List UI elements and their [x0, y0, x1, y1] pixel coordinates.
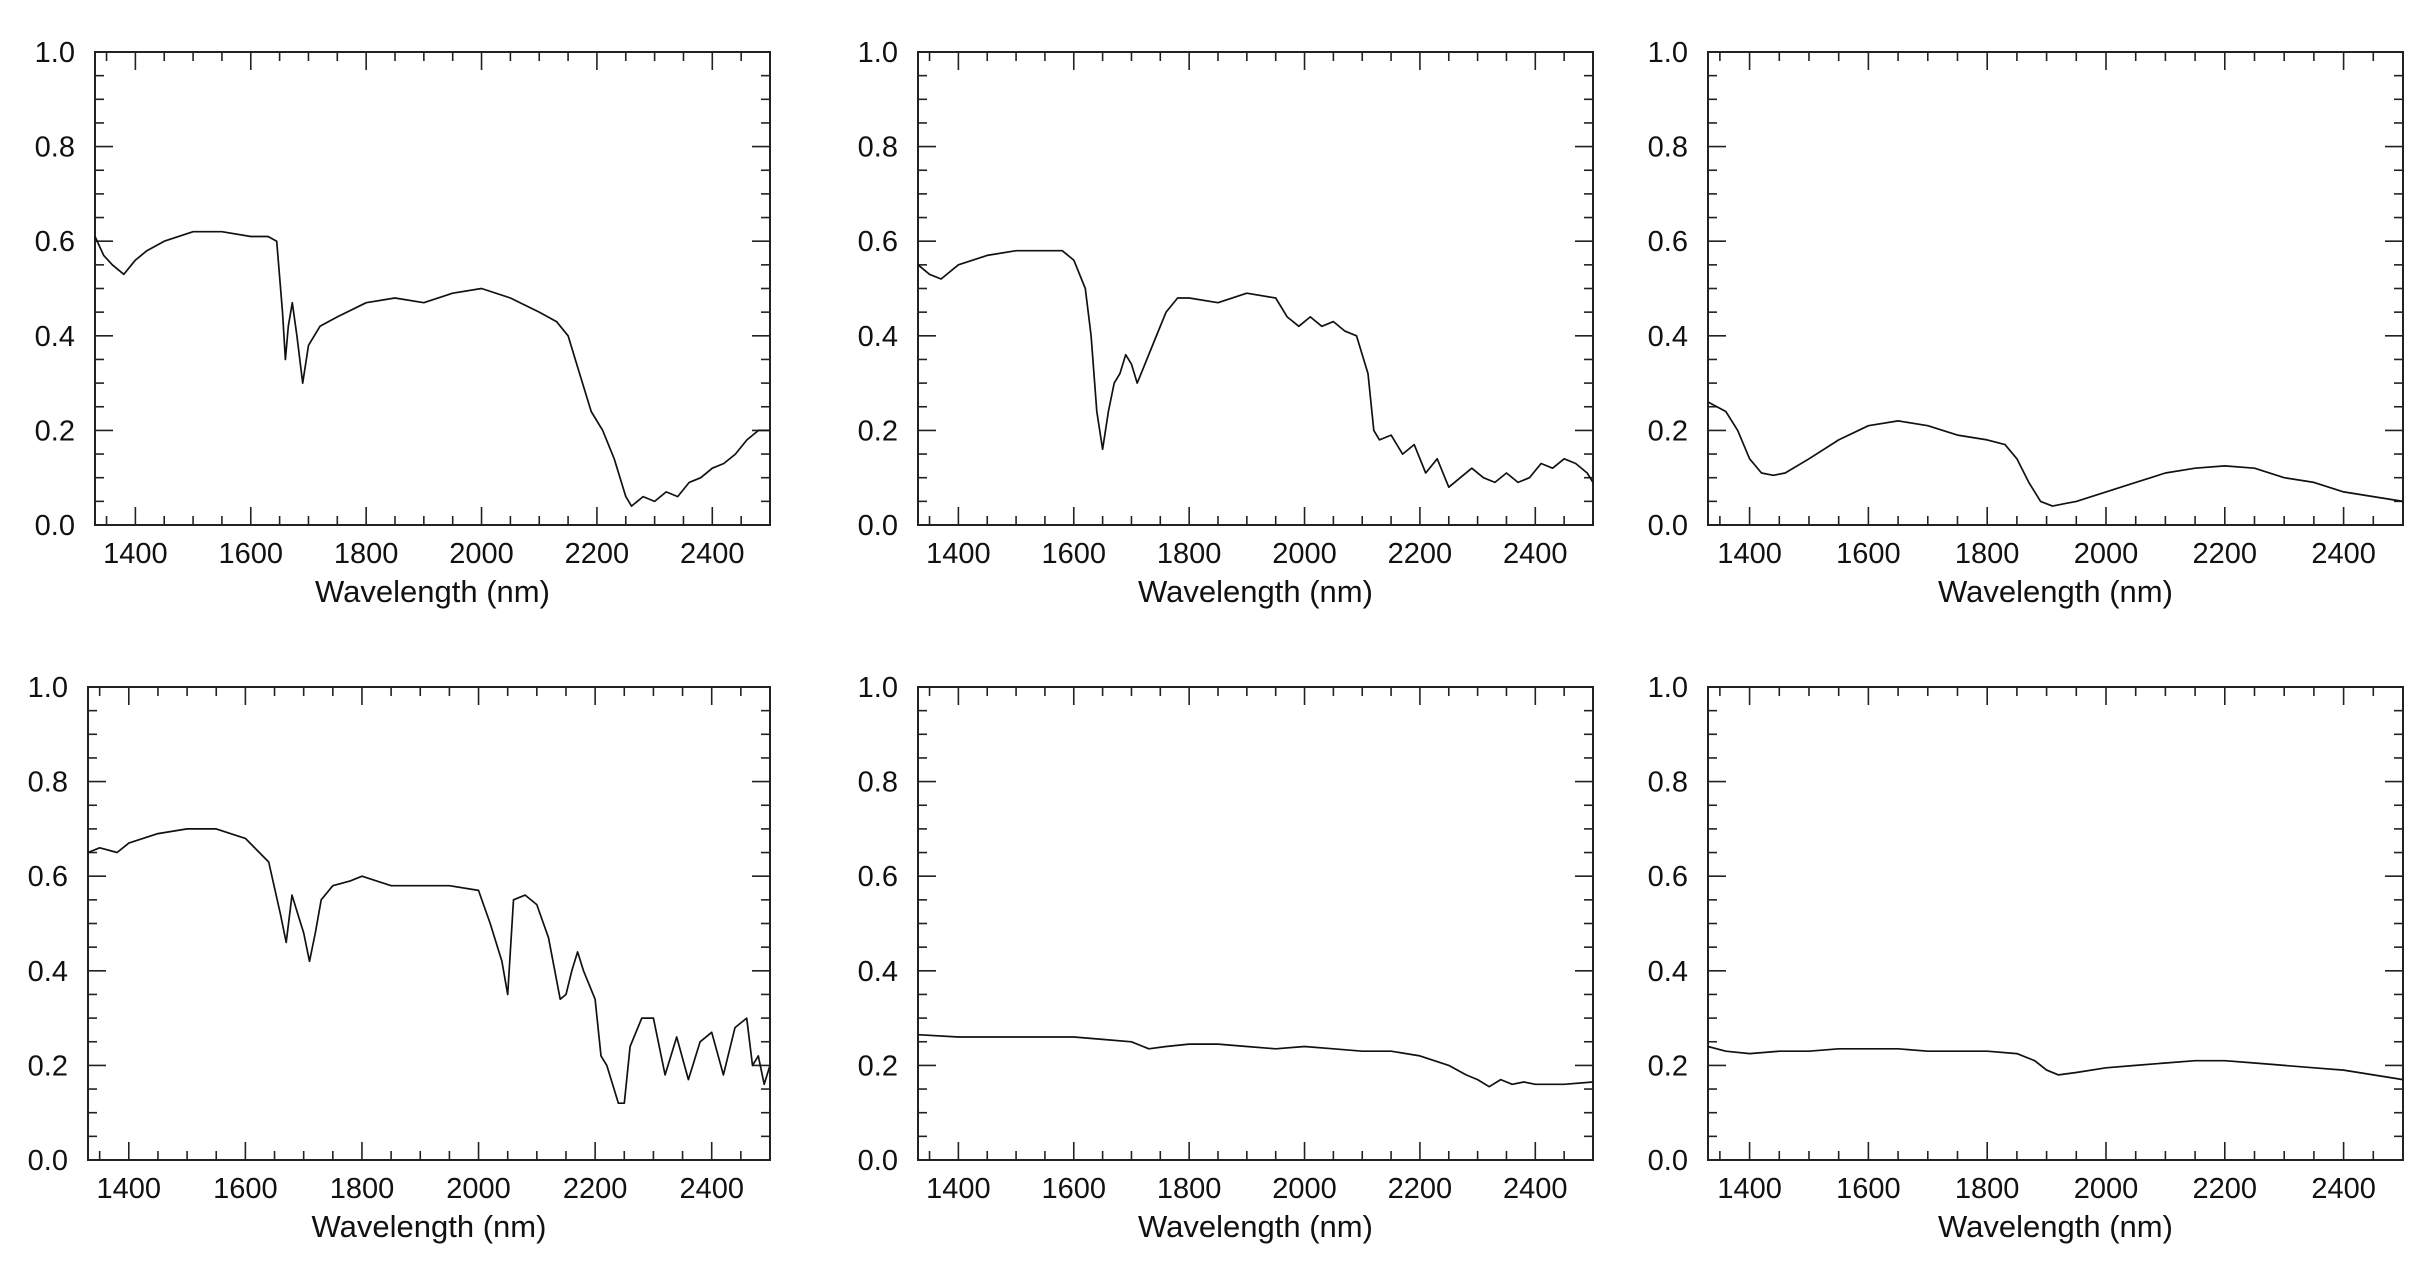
x-axis-label: Wavelength (nm): [1138, 1209, 1373, 1244]
x-tick-label: 2400: [680, 538, 745, 570]
y-tick-label: 0.0: [1648, 510, 1688, 542]
x-tick-label: 2400: [1503, 538, 1568, 570]
x-tick-label: 1800: [1157, 1173, 1222, 1205]
y-tick-label: 0.4: [28, 956, 68, 988]
y-tick-label: 1.0: [28, 672, 68, 704]
x-tick-label: 1600: [1836, 1173, 1901, 1205]
x-tick-label: 1800: [334, 538, 399, 570]
chart-panels: 1400 1600 1800 2000 2200 2400 0.0 0.2 0.4 0.6 0.8 1…: [28, 37, 2404, 1244]
x-tick-label: 2400: [2311, 1173, 2376, 1205]
y-tick-label: 0.4: [1648, 956, 1688, 988]
y-tick-label: 0.6: [858, 861, 898, 893]
spectrum-line: [917, 249, 1594, 489]
y-tick-label: 0.0: [28, 1145, 68, 1177]
y-tick-label: 1.0: [858, 37, 898, 69]
y-tick-label: 0.2: [1648, 1050, 1688, 1082]
y-tick-label: 0.4: [858, 956, 898, 988]
y-tick-label: 0.6: [35, 226, 75, 258]
y-tick-label: 1.0: [1648, 672, 1688, 704]
y-tick-label: 0.8: [35, 132, 75, 164]
y-tick-label: 0.4: [35, 321, 75, 353]
x-tick-label: 1600: [1042, 1173, 1107, 1205]
x-tick-label: 1600: [1836, 538, 1901, 570]
y-tick-label: 0.8: [28, 767, 68, 799]
x-tick-label: 2000: [2074, 538, 2139, 570]
y-tick-label: 1.0: [858, 672, 898, 704]
x-tick-label: 1800: [1955, 1173, 2020, 1205]
y-tick-label: 0.2: [858, 415, 898, 447]
x-axis-label: Wavelength (nm): [315, 574, 550, 609]
y-tick-label: 0.0: [858, 510, 898, 542]
spectrum-line: [1707, 1045, 2404, 1081]
x-tick-label: 1400: [926, 538, 991, 570]
y-tick-label: 0.6: [28, 861, 68, 893]
spectrum-line: [1707, 401, 2404, 507]
x-tick-label: 2000: [1272, 538, 1337, 570]
chart-panel-5: 1400 1600 1800 2000 2200 2400 0.0 0.2 0.4 0.6 0.8 1…: [858, 672, 1594, 1244]
y-tick-label: 0.2: [858, 1050, 898, 1082]
y-tick-label: 0.6: [1648, 861, 1688, 893]
x-tick-label: 1600: [1042, 538, 1107, 570]
x-tick-label: 1600: [219, 538, 284, 570]
x-tick-label: 1800: [1157, 538, 1222, 570]
y-tick-label: 0.2: [1648, 415, 1688, 447]
x-tick-label: 2200: [2193, 1173, 2258, 1205]
x-tick-label: 2000: [2074, 1173, 2139, 1205]
chart-panel-2: 1400 1600 1800 2000 2200 2400 0.0 0.2 0.4 0.6 0.8 1…: [858, 37, 1594, 609]
y-tick-label: 0.6: [1648, 226, 1688, 258]
y-tick-label: 0.2: [28, 1050, 68, 1082]
x-tick-label: 1400: [97, 1173, 162, 1205]
x-tick-label: 2200: [563, 1173, 628, 1205]
x-tick-label: 1400: [926, 1173, 991, 1205]
x-tick-label: 1800: [330, 1173, 395, 1205]
x-tick-label: 2200: [565, 538, 630, 570]
x-tick-label: 1400: [1717, 538, 1782, 570]
x-axis-label: Wavelength (nm): [1938, 574, 2173, 609]
x-tick-label: 1800: [1955, 538, 2020, 570]
x-tick-label: 2400: [679, 1173, 744, 1205]
x-tick-label: 2400: [2311, 538, 2376, 570]
spectrum-line: [94, 230, 770, 507]
x-tick-label: 2200: [1388, 538, 1453, 570]
y-tick-label: 0.8: [858, 767, 898, 799]
x-axis-label: Wavelength (nm): [1938, 1209, 2173, 1244]
x-tick-label: 2000: [1272, 1173, 1337, 1205]
y-tick-label: 0.4: [858, 321, 898, 353]
x-tick-label: 2200: [2193, 538, 2258, 570]
x-tick-label: 2200: [1388, 1173, 1453, 1205]
y-tick-label: 1.0: [1648, 37, 1688, 69]
x-tick-label: 1600: [213, 1173, 278, 1205]
x-axis-label: Wavelength (nm): [1138, 574, 1373, 609]
y-tick-label: 0.6: [858, 226, 898, 258]
x-axis-label: Wavelength (nm): [312, 1209, 547, 1244]
chart-panel-4: 1400 1600 1800 2000 2200 2400 0.0 0.2 0.4 0.6 0.8 1…: [28, 672, 771, 1244]
y-tick-label: 0.0: [858, 1145, 898, 1177]
y-tick-label: 0.0: [1648, 1145, 1688, 1177]
x-tick-label: 1400: [103, 538, 168, 570]
spectrum-line: [87, 828, 771, 1105]
y-tick-label: 1.0: [35, 37, 75, 69]
x-tick-label: 1400: [1717, 1173, 1782, 1205]
y-tick-label: 0.4: [1648, 321, 1688, 353]
x-tick-label: 2000: [446, 1173, 511, 1205]
chart-panel-1: 1400 1600 1800 2000 2200 2400 0.0 0.2 0.4 0.6 0.8 1…: [35, 37, 771, 609]
y-tick-label: 0.8: [1648, 132, 1688, 164]
x-tick-label: 2000: [449, 538, 514, 570]
y-tick-label: 0.8: [1648, 767, 1688, 799]
y-tick-label: 0.8: [858, 132, 898, 164]
y-tick-label: 0.0: [35, 510, 75, 542]
x-tick-label: 2400: [1503, 1173, 1568, 1205]
y-tick-label: 0.2: [35, 415, 75, 447]
chart-panel-3: 1400 1600 1800 2000 2200 2400 0.0 0.2 0.4 0.6 0.8 1…: [1648, 37, 2404, 609]
chart-panel-6: 1400 1600 1800 2000 2200 2400 0.0 0.2 0.4 0.6 0.8 1…: [1648, 672, 2404, 1244]
spectrum-line: [917, 1033, 1594, 1088]
